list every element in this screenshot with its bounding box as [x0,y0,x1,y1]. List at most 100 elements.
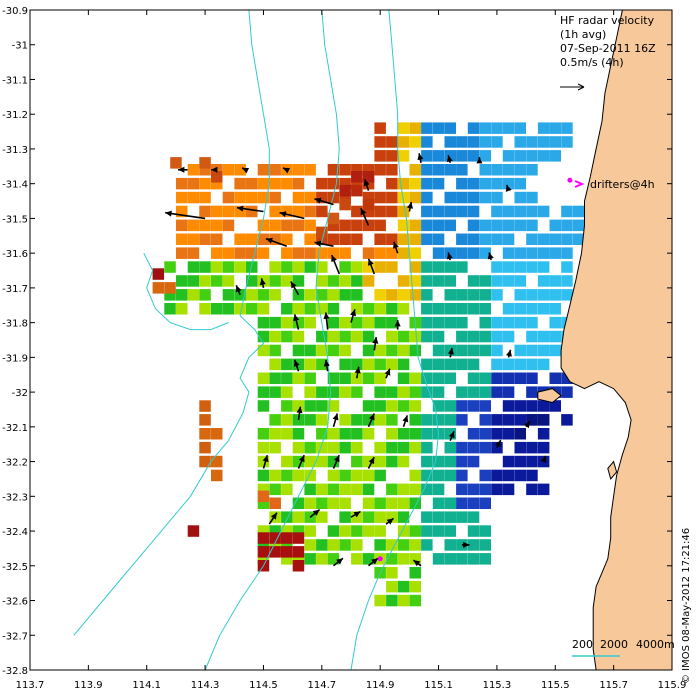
svg-text:-32.1: -32.1 [2,423,28,434]
velocity-cell [456,150,468,162]
velocity-cell [281,532,293,544]
velocity-cell [397,358,410,371]
velocity-cell [164,282,176,294]
y-tick: -32.6 [2,597,672,608]
velocity-cell [187,233,200,245]
velocity-cell [514,303,526,315]
velocity-cell [549,303,561,315]
velocity-cell [327,247,340,259]
velocity-cell [456,303,468,315]
velocity-cell [269,414,281,426]
velocity-cell [374,191,386,204]
velocity-cell [467,386,480,398]
velocity-cell [187,275,200,287]
velocity-cell [292,469,305,482]
velocity-cell [444,553,456,565]
velocity-cell [374,247,386,259]
velocity-arrow [211,166,218,173]
y-tick: -31.8 [2,319,672,330]
velocity-cell [269,289,281,301]
velocity-cell [432,358,445,371]
velocity-cell [467,247,480,259]
svg-text:-31.7: -31.7 [2,284,28,295]
velocity-arrow [235,285,242,296]
velocity-cell [339,372,351,384]
velocity-cell [339,191,351,204]
velocity-cell [199,177,211,190]
velocity-cell [479,469,491,482]
velocity-cell [374,539,386,551]
velocity-cell [397,386,410,398]
velocity-cell [234,289,246,301]
velocity-arrow [393,241,399,254]
velocity-cell [514,441,526,454]
velocity-cell [304,400,316,412]
velocity-cell [514,219,526,232]
velocity-cell [491,191,503,204]
velocity-cell [479,177,491,190]
velocity-cell [374,150,386,162]
velocity-arrow [506,349,512,358]
velocity-cell [409,122,421,134]
x-tick: 115.5 [541,10,570,691]
velocity-cell [386,483,398,496]
velocity-cell [257,428,270,440]
velocity-arrow [350,309,356,323]
velocity-cell [176,205,188,218]
velocity-cell [467,428,480,440]
velocity-cell [316,455,328,468]
velocity-cell [304,289,316,301]
velocity-cell [281,219,293,232]
velocity-cell [304,316,316,329]
velocity-cell [374,400,386,412]
velocity-cell [316,303,328,315]
title-line-3: 07-Sep-2011 16Z [560,42,656,55]
velocity-cell [269,546,281,558]
velocity-cell [374,414,386,426]
velocity-cell [292,511,305,523]
velocity-arrow [360,207,370,226]
velocity-cell [409,164,421,176]
velocity-cell [351,330,363,343]
velocity-cell [327,553,340,565]
velocity-cell [292,344,305,357]
velocity-cell [444,316,456,329]
velocity-cell [537,303,550,315]
svg-text:114.1: 114.1 [132,680,161,691]
velocity-cell [234,233,246,245]
velocity-cell [467,455,480,468]
velocity-cell [269,261,281,273]
velocity-cell [537,205,550,218]
velocity-arrow [259,278,266,289]
velocity-cell [397,441,410,454]
velocity-cell [432,275,445,287]
velocity-cell [572,205,585,218]
velocity-cell [526,219,538,232]
velocity-cell [176,177,188,190]
velocity-cell [222,219,235,232]
velocity-cell [444,275,456,287]
velocity-cell [257,400,270,412]
velocity-cell [339,177,351,190]
velocity-arrow [523,420,531,429]
velocity-cell [467,205,480,218]
velocity-cell [339,344,351,357]
velocity-cell [467,525,480,537]
velocity-cell [327,219,340,232]
velocity-cell [246,261,258,273]
velocity-cell [316,344,328,357]
velocity-cell [351,184,363,197]
velocity-cell [397,136,410,148]
velocity-cell [152,282,165,294]
velocity-cell [467,330,480,343]
velocity-cell [199,205,211,218]
velocity-cell [467,275,480,287]
velocity-cell [456,455,468,468]
velocity-cell [316,483,328,496]
velocity-cell [281,247,293,259]
velocity-cell [491,122,503,134]
velocity-cell [444,219,456,232]
velocity-cell [339,358,351,371]
velocity-cell [374,594,386,607]
